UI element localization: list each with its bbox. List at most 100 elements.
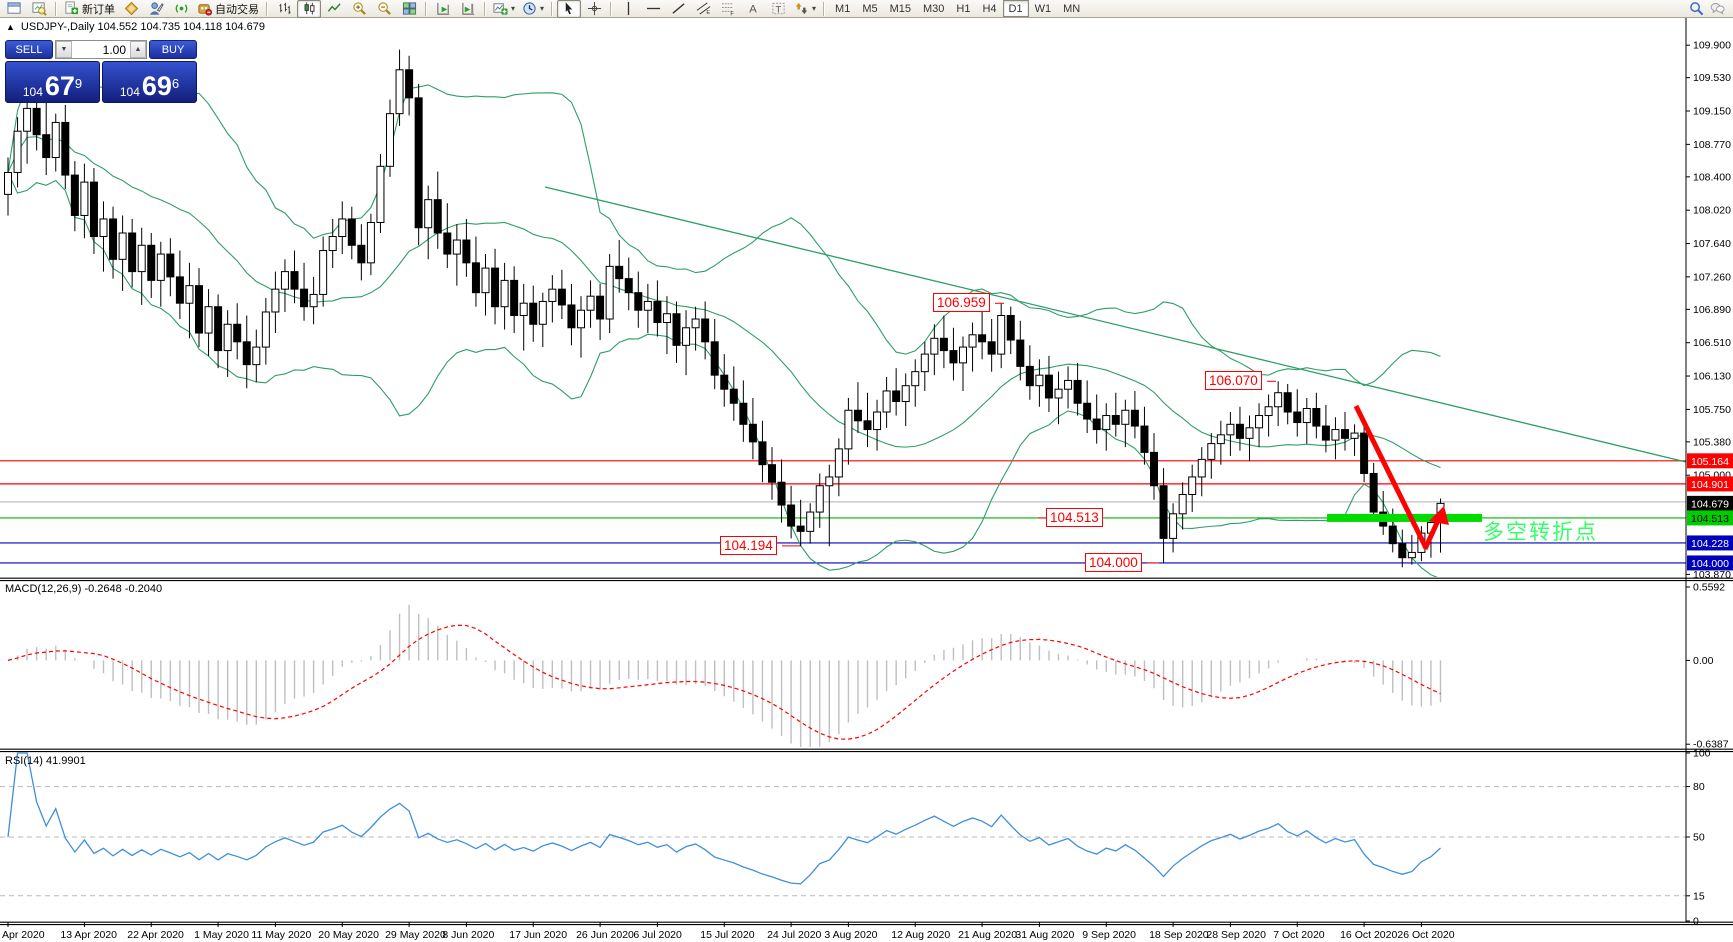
time-axis-label[interactable]: 7 Oct 2020 bbox=[1273, 929, 1325, 941]
candle-body bbox=[223, 323, 232, 352]
metaeditor-button[interactable] bbox=[144, 0, 168, 18]
hline-tool-button[interactable] bbox=[641, 0, 665, 18]
price-badge-label: 104.000 bbox=[1691, 558, 1729, 570]
text-tool-button[interactable]: A bbox=[741, 0, 765, 18]
line-chart-mode-button[interactable] bbox=[322, 0, 346, 18]
signal-icon bbox=[175, 4, 187, 13]
one-click-panel-toggle-icon[interactable]: ▲ bbox=[6, 22, 15, 32]
price-annotation[interactable]: 104.513 bbox=[1046, 507, 1103, 527]
timeframe-button-m5[interactable]: M5 bbox=[862, 2, 878, 15]
time-axis-label[interactable]: 3 Aug 2020 bbox=[824, 929, 877, 941]
timeframe-button-d1[interactable]: D1 bbox=[1002, 0, 1029, 17]
fibonacci-icon: F bbox=[721, 3, 734, 16]
time-axis-label[interactable]: 18 Sep 2020 bbox=[1149, 929, 1209, 941]
timeframe-button-mn[interactable]: MN bbox=[1063, 2, 1081, 15]
timeframe-button-w1[interactable]: W1 bbox=[1034, 2, 1052, 15]
auto-scroll-button[interactable] bbox=[431, 0, 455, 18]
chat-icon[interactable] bbox=[1710, 1, 1725, 16]
zoom-out-button[interactable] bbox=[372, 0, 396, 18]
crosshair-icon bbox=[587, 1, 601, 16]
candle-chart-mode-button[interactable] bbox=[297, 0, 321, 18]
support-zone-bar[interactable] bbox=[1327, 513, 1482, 522]
trendline-tool-button[interactable] bbox=[666, 0, 690, 18]
timeframe-button-h1[interactable]: H1 bbox=[956, 2, 971, 15]
red-down-arrow[interactable] bbox=[1353, 404, 1429, 550]
candle-body bbox=[892, 390, 901, 402]
price-annotation[interactable]: 104.000 bbox=[1085, 552, 1142, 572]
time-axis-label[interactable]: 6 Jul 2020 bbox=[633, 929, 682, 941]
new-order-button[interactable]: 新订单 bbox=[61, 0, 118, 18]
candle-body bbox=[128, 232, 137, 273]
timeframe-button-m15[interactable]: M15 bbox=[889, 2, 912, 15]
new-window-button[interactable] bbox=[2, 0, 26, 18]
descending-trendline[interactable] bbox=[544, 186, 1686, 463]
periods-button[interactable]: ▾ bbox=[519, 0, 547, 18]
time-axis-label[interactable]: 26 Oct 2020 bbox=[1397, 929, 1454, 941]
strategy-tester-button[interactable] bbox=[27, 0, 51, 18]
price-annotation[interactable]: 106.070 bbox=[1205, 371, 1262, 391]
cursor-tool-button[interactable] bbox=[557, 0, 582, 18]
time-axis-label[interactable]: 20 May 2020 bbox=[318, 929, 379, 941]
channel-tool-button[interactable]: E bbox=[691, 0, 715, 18]
time-axis-label[interactable]: 21 Aug 2020 bbox=[958, 929, 1017, 941]
tile-windows-button[interactable] bbox=[397, 0, 421, 18]
volume-increase-button[interactable]: ▲ bbox=[130, 41, 146, 58]
zoom-in-button[interactable] bbox=[347, 0, 371, 18]
time-axis-label[interactable]: 22 Apr 2020 bbox=[127, 929, 184, 941]
candle-body bbox=[978, 334, 987, 343]
price-annotation[interactable]: 106.959 bbox=[933, 293, 990, 313]
time-axis-label[interactable]: 24 Jul 2020 bbox=[767, 929, 821, 941]
time-axis-label[interactable]: 1 May 2020 bbox=[194, 929, 249, 941]
time-axis-label[interactable]: 29 May 2020 bbox=[385, 929, 446, 941]
volume-input[interactable]: 1.00 bbox=[102, 42, 126, 57]
autotrading-button[interactable]: 自动交易 bbox=[194, 0, 262, 18]
crosshair-tool-button[interactable] bbox=[582, 0, 606, 18]
vline-tool-button[interactable] bbox=[616, 0, 640, 18]
candle-body bbox=[1216, 434, 1225, 445]
arrows-tool-button[interactable]: ▾ bbox=[791, 0, 819, 18]
text-label-tool-button[interactable]: T bbox=[766, 0, 790, 18]
time-axis-label[interactable]: Apr 2020 bbox=[2, 929, 45, 941]
candle-body bbox=[825, 476, 834, 487]
candle-body bbox=[1369, 472, 1378, 513]
time-axis-label[interactable]: 9 Sep 2020 bbox=[1082, 929, 1136, 941]
turning-point-note[interactable]: 多空转折点 bbox=[1483, 521, 1598, 544]
candle-body bbox=[596, 295, 605, 320]
bar-chart-mode-button[interactable] bbox=[272, 0, 296, 18]
chart-shift-button[interactable] bbox=[456, 0, 480, 18]
vertical-line-icon bbox=[627, 1, 629, 16]
fibonacci-tool-button[interactable]: F bbox=[716, 0, 740, 18]
sell-price-button[interactable]: 104 67 9 bbox=[5, 61, 100, 103]
sell-button[interactable]: SELL bbox=[5, 40, 53, 59]
sell-price-big: 67 bbox=[44, 71, 75, 101]
candle-body bbox=[787, 504, 796, 527]
price-annotation[interactable]: 104.194 bbox=[720, 535, 777, 555]
time-axis-label[interactable]: 26 Jun 2020 bbox=[576, 929, 634, 941]
macd-signal-line bbox=[7, 624, 1441, 740]
toolbar-separator bbox=[823, 1, 826, 16]
mql-button[interactable] bbox=[119, 0, 143, 18]
indicators-button[interactable]: ▾ bbox=[490, 0, 518, 18]
buy-button[interactable]: BUY bbox=[149, 40, 197, 59]
toolbar-separator bbox=[484, 1, 486, 16]
candle-body bbox=[882, 390, 891, 413]
timeframe-button-m30[interactable]: M30 bbox=[923, 2, 945, 15]
volume-decrease-button[interactable]: ▼ bbox=[56, 41, 72, 58]
time-axis-label[interactable]: 28 Sep 2020 bbox=[1206, 929, 1266, 941]
time-axis-label[interactable]: 12 Aug 2020 bbox=[891, 929, 950, 941]
time-axis-label[interactable]: 15 Jul 2020 bbox=[700, 929, 754, 941]
signals-button[interactable] bbox=[169, 0, 193, 18]
buy-price-button[interactable]: 104 69 6 bbox=[102, 61, 197, 103]
time-axis-label[interactable]: 17 Jun 2020 bbox=[509, 929, 567, 941]
time-axis-label[interactable]: 13 Apr 2020 bbox=[60, 929, 117, 941]
candle-body bbox=[548, 288, 557, 302]
timeframe-button-h4[interactable]: H4 bbox=[982, 2, 997, 15]
time-axis-label[interactable]: 16 Oct 2020 bbox=[1340, 929, 1397, 941]
candle-body bbox=[1360, 432, 1369, 474]
time-axis-label[interactable]: 8 Jun 2020 bbox=[442, 929, 494, 941]
timeframe-button-m1[interactable]: M1 bbox=[835, 2, 851, 15]
search-icon[interactable] bbox=[1689, 1, 1704, 16]
time-axis-label[interactable]: 31 Aug 2020 bbox=[1015, 929, 1074, 941]
time-axis-label[interactable]: 11 May 2020 bbox=[251, 929, 311, 941]
